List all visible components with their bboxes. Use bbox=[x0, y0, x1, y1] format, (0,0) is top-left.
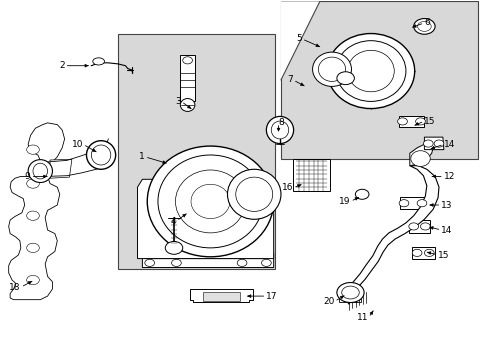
Ellipse shape bbox=[144, 259, 154, 266]
Polygon shape bbox=[281, 1, 319, 80]
Ellipse shape bbox=[147, 146, 273, 257]
Ellipse shape bbox=[312, 52, 351, 86]
Ellipse shape bbox=[410, 151, 429, 166]
Ellipse shape bbox=[355, 189, 368, 199]
Polygon shape bbox=[339, 297, 361, 302]
Ellipse shape bbox=[27, 211, 39, 220]
Ellipse shape bbox=[191, 184, 229, 219]
Ellipse shape bbox=[326, 33, 414, 109]
Ellipse shape bbox=[27, 275, 39, 285]
Ellipse shape bbox=[33, 163, 47, 179]
Text: 10: 10 bbox=[71, 140, 83, 149]
Ellipse shape bbox=[318, 57, 345, 81]
Bar bbox=[292, 159, 329, 192]
Ellipse shape bbox=[237, 259, 246, 266]
Polygon shape bbox=[281, 1, 477, 158]
Bar bbox=[180, 55, 195, 102]
Ellipse shape bbox=[397, 118, 407, 125]
Text: 11: 11 bbox=[356, 313, 368, 322]
Text: 6: 6 bbox=[424, 18, 429, 27]
Ellipse shape bbox=[28, 159, 52, 183]
Polygon shape bbox=[399, 197, 426, 209]
Ellipse shape bbox=[341, 286, 359, 299]
Text: 9: 9 bbox=[25, 172, 30, 181]
Ellipse shape bbox=[165, 242, 183, 254]
Text: 15: 15 bbox=[424, 117, 435, 126]
Polygon shape bbox=[9, 123, 64, 300]
Ellipse shape bbox=[227, 169, 281, 219]
Ellipse shape bbox=[336, 283, 364, 302]
Bar bbox=[203, 292, 239, 301]
Ellipse shape bbox=[398, 200, 408, 207]
Ellipse shape bbox=[347, 50, 393, 92]
Ellipse shape bbox=[266, 116, 293, 144]
Ellipse shape bbox=[171, 259, 181, 266]
Ellipse shape bbox=[27, 243, 39, 252]
Ellipse shape bbox=[235, 177, 272, 211]
Text: 2: 2 bbox=[59, 61, 64, 70]
Ellipse shape bbox=[415, 118, 425, 125]
Text: 14: 14 bbox=[443, 140, 454, 149]
Ellipse shape bbox=[416, 200, 426, 207]
Ellipse shape bbox=[411, 249, 421, 256]
Ellipse shape bbox=[158, 155, 263, 248]
Ellipse shape bbox=[408, 223, 418, 230]
Text: 18: 18 bbox=[9, 283, 21, 292]
Ellipse shape bbox=[420, 223, 429, 230]
Text: 5: 5 bbox=[296, 35, 301, 44]
Text: 17: 17 bbox=[266, 292, 277, 301]
Ellipse shape bbox=[413, 18, 434, 34]
Text: 16: 16 bbox=[281, 183, 292, 192]
Ellipse shape bbox=[424, 249, 433, 256]
Text: 8: 8 bbox=[278, 118, 284, 127]
Polygon shape bbox=[50, 159, 72, 178]
Ellipse shape bbox=[175, 170, 245, 233]
Polygon shape bbox=[408, 220, 429, 233]
Ellipse shape bbox=[336, 72, 354, 85]
Ellipse shape bbox=[423, 140, 432, 147]
Polygon shape bbox=[409, 143, 433, 166]
Ellipse shape bbox=[433, 140, 443, 147]
Polygon shape bbox=[345, 166, 438, 304]
Ellipse shape bbox=[27, 179, 39, 188]
Ellipse shape bbox=[27, 145, 39, 154]
Polygon shape bbox=[190, 289, 253, 302]
Polygon shape bbox=[137, 179, 273, 258]
Text: 19: 19 bbox=[338, 197, 350, 206]
Text: 15: 15 bbox=[437, 251, 448, 260]
Text: 20: 20 bbox=[323, 297, 334, 306]
Ellipse shape bbox=[417, 21, 430, 31]
Text: 3: 3 bbox=[175, 97, 181, 106]
Ellipse shape bbox=[93, 58, 104, 65]
Text: 1: 1 bbox=[139, 152, 144, 161]
Ellipse shape bbox=[183, 57, 192, 64]
Ellipse shape bbox=[180, 99, 195, 111]
Polygon shape bbox=[411, 247, 434, 258]
Polygon shape bbox=[424, 137, 443, 150]
Polygon shape bbox=[118, 33, 275, 269]
Text: 12: 12 bbox=[443, 172, 454, 181]
Polygon shape bbox=[142, 252, 273, 267]
Ellipse shape bbox=[261, 259, 271, 266]
Text: 13: 13 bbox=[441, 201, 452, 210]
Text: 7: 7 bbox=[287, 76, 292, 85]
Ellipse shape bbox=[335, 41, 405, 102]
Text: 4: 4 bbox=[170, 217, 176, 226]
Polygon shape bbox=[398, 116, 424, 127]
Ellipse shape bbox=[86, 141, 116, 169]
Text: 14: 14 bbox=[441, 225, 452, 234]
Ellipse shape bbox=[271, 121, 288, 139]
Ellipse shape bbox=[91, 145, 111, 165]
